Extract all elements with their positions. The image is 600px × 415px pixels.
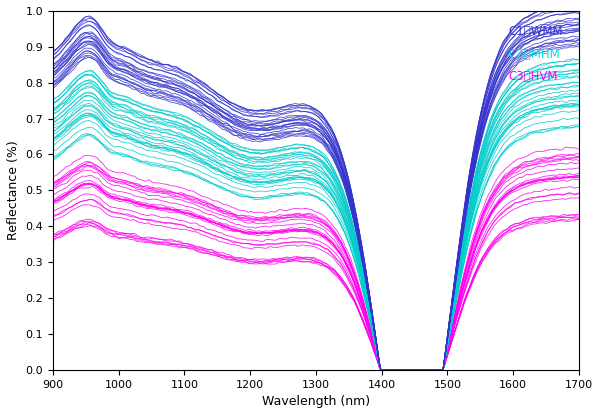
Legend: C1：WMM, C2：MHM, C3：HVM: C1：WMM, C2：MHM, C3：HVM xyxy=(494,20,568,88)
X-axis label: Wavelength (nm): Wavelength (nm) xyxy=(262,395,370,408)
Y-axis label: Reflectance (%): Reflectance (%) xyxy=(7,141,20,240)
